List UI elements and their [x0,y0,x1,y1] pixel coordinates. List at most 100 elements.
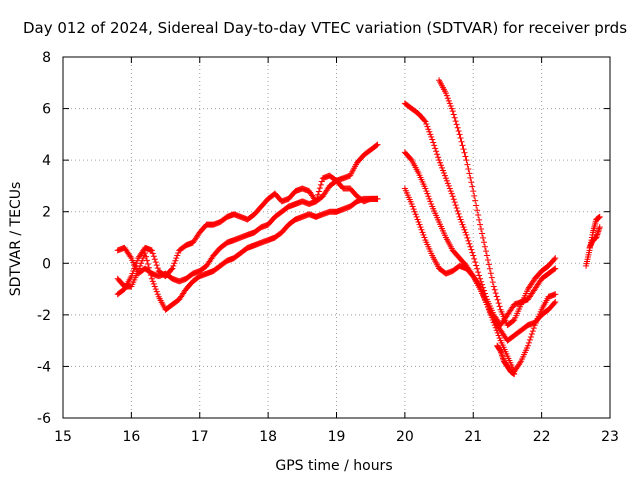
track-4-marker [428,133,435,140]
track-4-marker [438,164,445,171]
track-4-marker [441,172,448,179]
y-tick-label: -6 [37,411,51,427]
track-1-marker [154,265,161,272]
track-3-marker [145,264,152,271]
track-3-marker [144,261,151,268]
track-2-marker [127,253,134,260]
track-5-marker [462,153,469,160]
track-5-marker [476,216,483,223]
track-1-marker [168,266,175,273]
track-2 [114,172,381,285]
track-7-marker [476,282,483,289]
track-3-marker [140,255,147,262]
track-4-marker [458,219,465,226]
track-2-marker [313,195,320,202]
track-5-marker [469,183,476,190]
track-7-marker [491,322,498,329]
track-5-marker [454,124,461,131]
track-1-marker [149,250,156,257]
x-axis-label: GPS time / hours [275,458,392,474]
track-5-marker [481,243,488,250]
track-5-marker [482,248,489,255]
track-4-marker [446,185,453,192]
track-5-marker [471,192,478,199]
track-5-marker [465,165,472,172]
track-5-marker [446,100,453,107]
track-7-marker [418,226,425,233]
track-7-marker [488,314,495,321]
track-7-marker [492,324,499,331]
track-4-marker [447,188,454,195]
track-7-marker [525,339,532,346]
track-4-marker [452,202,459,209]
track-5-marker [450,111,457,118]
track-5-marker [463,157,470,164]
track-1-marker [152,259,159,266]
track-4-marker [459,221,466,228]
track-4-marker [435,154,442,161]
track-5-marker [473,202,480,209]
track-5-marker [447,102,454,109]
track-4-marker [471,255,478,262]
track-7-marker [529,328,536,335]
track-6-marker [552,298,559,305]
track-10 [586,224,603,251]
track-4-marker [551,266,558,273]
track-1-marker [153,262,160,269]
track-3-marker [136,265,143,272]
track-7-marker [482,298,489,305]
track-5-marker [551,256,558,263]
track-7-marker [493,327,500,334]
track-4-marker [426,128,433,135]
track-5-marker [459,142,466,149]
track-1-marker [373,142,380,149]
track-3-marker [149,278,156,285]
track-5-marker [495,300,502,307]
track-6-marker [422,185,429,192]
track-5-marker [451,114,458,121]
track-5-marker [472,197,479,204]
track-3-marker [143,253,150,260]
x-tick-label: 20 [396,429,414,445]
track-3-marker [138,260,145,267]
track-5-marker [479,230,486,237]
track-7-marker [480,291,487,298]
track-7-marker [486,309,493,316]
track-2-marker [316,185,323,192]
track-3-marker [153,288,160,295]
track-1-marker [374,141,381,148]
track-4-marker [462,229,469,236]
track-3-marker [148,275,155,282]
track-5-marker [452,118,459,125]
track-7-marker [416,221,423,228]
track-4-marker [437,159,444,166]
track-4-marker [436,157,443,164]
track-4-marker [445,182,452,189]
track-5-marker [456,131,463,138]
track-3-marker [374,195,381,202]
track-4-marker [473,262,480,269]
track-5-marker [453,121,460,128]
track-7-marker [421,234,428,241]
track-3-marker [146,268,153,275]
track-5-marker [489,279,496,286]
track-7-marker [524,342,531,349]
track-4 [401,100,559,329]
track-5-marker [443,92,450,99]
track-6-marker [426,195,433,202]
track-7-marker [495,332,502,339]
track-4-marker [455,210,462,217]
track-4-marker [457,216,464,223]
track-4-marker [440,170,447,177]
track-9-marker [596,213,603,220]
track-7-marker [417,224,424,231]
track-4-marker [451,199,458,206]
track-4-marker [467,243,474,250]
track-4-marker [472,259,479,266]
track-4-marker [429,136,436,143]
track-7-marker [496,335,503,342]
track-4-marker [460,224,467,231]
track-5-marker [484,256,491,263]
track-7-marker [484,304,491,311]
track-2-marker [314,191,321,198]
